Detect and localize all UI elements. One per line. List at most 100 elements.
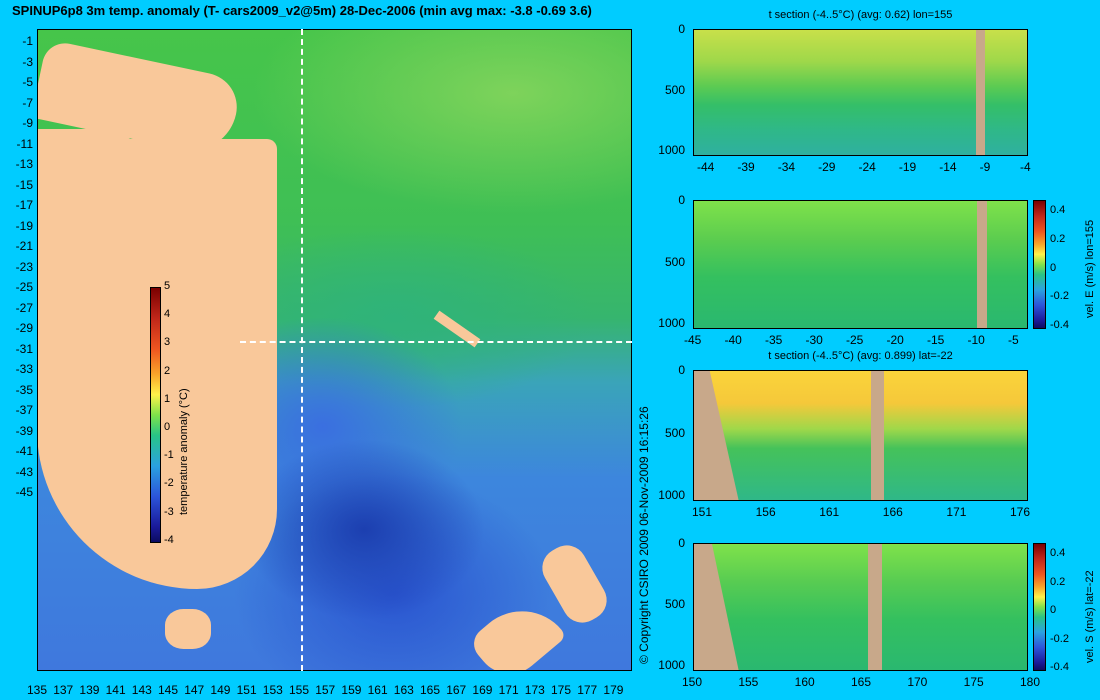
map-x-tick: 139	[79, 683, 100, 697]
map-colorbar	[150, 287, 161, 543]
map-x-tick: 163	[393, 683, 414, 697]
section-x-tick: -40	[724, 333, 742, 347]
lon-section-line	[301, 29, 303, 671]
map-x-tick: 179	[603, 683, 624, 697]
section-x-tick: 175	[963, 675, 984, 689]
map-colorbar-tick: -1	[164, 449, 174, 462]
map-y-tick: -45	[15, 485, 33, 499]
map-colorbar-tick: -3	[164, 505, 174, 518]
tasmania-landmass	[165, 609, 211, 649]
map-x-tick: 149	[210, 683, 231, 697]
map-y-tick: -35	[15, 382, 33, 397]
section-colorbar-tick: 0	[1050, 604, 1057, 616]
section-x-tick: 155	[738, 675, 759, 689]
map-y-tick: -33	[15, 362, 33, 376]
t-section-lon-land	[976, 30, 985, 155]
t-section-lat-panel	[693, 370, 1028, 501]
velS-colorbar-label: vel. S (m/s) lat=-22	[1084, 570, 1096, 663]
map-y-tick: -41	[15, 444, 33, 458]
section-x-tick: 156	[755, 505, 776, 519]
map-y-tick: -7	[22, 95, 33, 110]
map-colorbar-tick: 0	[164, 421, 171, 433]
lat-section-line	[240, 341, 632, 343]
figure-title: SPINUP6p8 3m temp. anomaly (T- cars2009_…	[12, 3, 592, 18]
section-colorbar-tick: -0.2	[1050, 290, 1069, 303]
map-y-tick: -31	[15, 341, 33, 356]
section-x-tick: 166	[882, 505, 903, 519]
section-x-tick: -20	[886, 333, 904, 347]
section-x-tick: -25	[846, 333, 864, 347]
map-y-tick: -29	[15, 321, 33, 335]
map-x-tick: 175	[551, 683, 572, 697]
map-x-tick: 151	[236, 683, 257, 697]
map-y-tick: -3	[22, 54, 33, 69]
section-x-tick: -35	[765, 333, 783, 347]
section-y-tick: 1000	[658, 143, 685, 157]
map-y-tick: -1	[22, 34, 33, 48]
section-y-tick: 500	[664, 254, 685, 269]
map-colorbar-tick: 3	[164, 336, 171, 349]
map-x-tick: 153	[262, 683, 283, 697]
map-y-tick: -13	[15, 157, 33, 171]
map-y-tick: -21	[15, 239, 33, 253]
map-x-tick: 167	[446, 683, 467, 697]
panel3-title: t section (-4..5°C) (avg: 0.899) lat=-22	[768, 350, 953, 362]
section-y-tick: 500	[664, 82, 685, 97]
map-colorbar-tick: 4	[164, 308, 171, 321]
map-y-tick: -25	[15, 280, 33, 294]
section-x-tick: -19	[898, 160, 917, 174]
map-y-tick: -43	[15, 464, 33, 479]
section-x-tick: 180	[1020, 675, 1041, 689]
section-y-tick: 0	[678, 193, 685, 207]
velE-colorbar-label: vel. E (m/s) lon=155	[1084, 219, 1096, 318]
map-x-tick: 177	[577, 683, 598, 697]
section-colorbar-tick: 0.4	[1050, 547, 1066, 559]
map-x-tick: 147	[184, 683, 205, 697]
map-colorbar-tick: 1	[164, 392, 171, 405]
section-x-tick: 165	[851, 675, 872, 689]
cape-york	[107, 169, 157, 319]
map-x-tick: 157	[315, 683, 336, 697]
map-x-tick: 143	[131, 683, 152, 697]
map-x-tick: 145	[158, 683, 179, 697]
map-x-tick: 173	[524, 683, 545, 697]
velE-colorbar	[1033, 200, 1046, 329]
map-y-tick: -27	[15, 300, 33, 315]
t-section-lon-field	[694, 30, 1027, 155]
section-x-tick: -34	[777, 160, 796, 174]
velE-section-lon-field	[694, 201, 1027, 328]
section-colorbar-tick: 0.4	[1050, 204, 1066, 216]
map-colorbar-tick: -4	[164, 533, 174, 546]
velS-section-lat-panel	[693, 543, 1028, 671]
section-x-tick: 150	[682, 675, 703, 689]
section-y-tick: 1000	[658, 316, 685, 330]
section-x-tick: -45	[684, 333, 702, 347]
map-x-tick: 137	[53, 683, 74, 697]
section-x-tick: -29	[818, 160, 836, 174]
section-x-tick: 161	[819, 505, 840, 519]
velS-section-lat-land-mid	[868, 544, 882, 670]
map-x-tick: 161	[367, 683, 388, 697]
section-x-tick: -24	[858, 160, 876, 174]
section-y-tick: 1000	[658, 658, 685, 672]
section-y-tick: 0	[678, 363, 685, 377]
section-colorbar-tick: -0.4	[1050, 319, 1069, 331]
map-x-tick: 135	[27, 683, 48, 697]
map-y-tick: -11	[16, 136, 33, 151]
velS-section-lat-field	[694, 544, 1027, 670]
map-x-tick: 169	[472, 683, 493, 697]
map-colorbar-tick: 2	[164, 364, 171, 377]
section-x-tick: 170	[907, 675, 928, 689]
section-colorbar-tick: 0.2	[1050, 232, 1066, 245]
section-x-tick: 160	[794, 675, 815, 689]
velS-colorbar	[1033, 543, 1046, 671]
section-x-tick: -5	[1008, 333, 1019, 347]
section-x-tick: -10	[967, 333, 985, 347]
section-y-tick: 0	[678, 536, 685, 550]
map-y-tick: -39	[15, 423, 33, 438]
map-y-tick: -5	[22, 75, 33, 89]
map-y-tick: -9	[22, 116, 33, 130]
section-colorbar-tick: -0.4	[1050, 661, 1069, 673]
section-y-tick: 0	[678, 22, 685, 36]
section-x-tick: -14	[939, 160, 957, 174]
